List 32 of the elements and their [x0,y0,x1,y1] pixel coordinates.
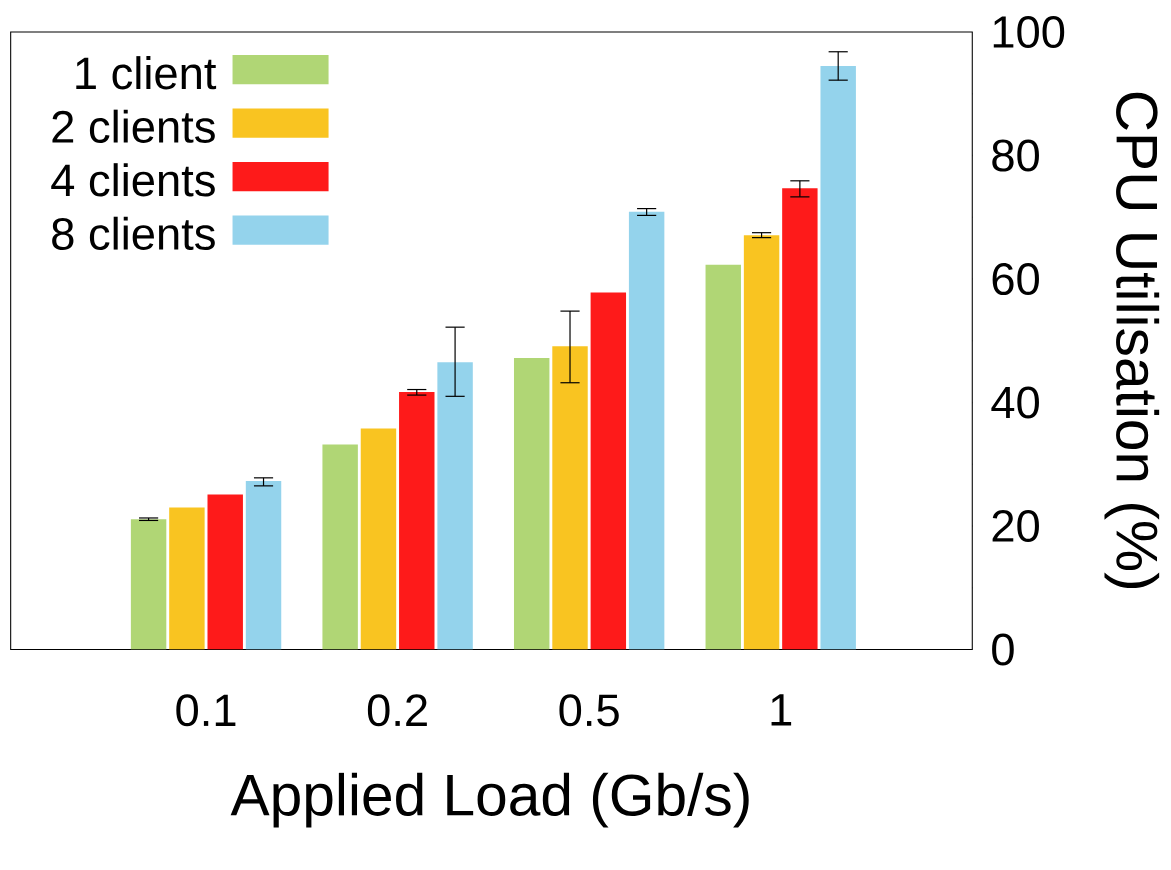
bar [628,211,665,650]
legend-label: 8 clients [52,216,215,251]
bar [322,444,358,650]
y-tick-label: 40 [991,386,1039,419]
bar [245,481,282,650]
legend-label: 4 clients [51,163,215,197]
bar [820,66,856,650]
y-tick-label: 60 [992,263,1039,296]
legend-label: 1 client [76,56,217,90]
bar [590,292,627,650]
bar [399,392,435,650]
x-tick-label: 1 [771,694,792,726]
bar [169,507,205,650]
bar [782,188,818,650]
bar [130,519,167,650]
y-tick-label: 80 [992,139,1039,172]
x-axis-title: Applied Load (Gb/s) [230,773,749,828]
bar [705,265,741,650]
y-tick-label: 20 [992,510,1039,543]
y-axis-title: CPU Utilisation (%) [1104,92,1160,589]
y-tick-label: 100 [993,16,1065,49]
bar [743,235,780,650]
x-tick-label: 0.2 [367,694,427,727]
bar [360,428,397,650]
bar [552,346,588,650]
y-tick-label: 0 [992,633,1014,666]
legend-label: 2 clients [52,109,215,144]
x-tick-label: 0.5 [559,694,619,727]
bar [513,358,550,650]
bar [437,362,473,650]
x-tick-label: 0.1 [176,694,236,727]
bar [207,494,243,650]
